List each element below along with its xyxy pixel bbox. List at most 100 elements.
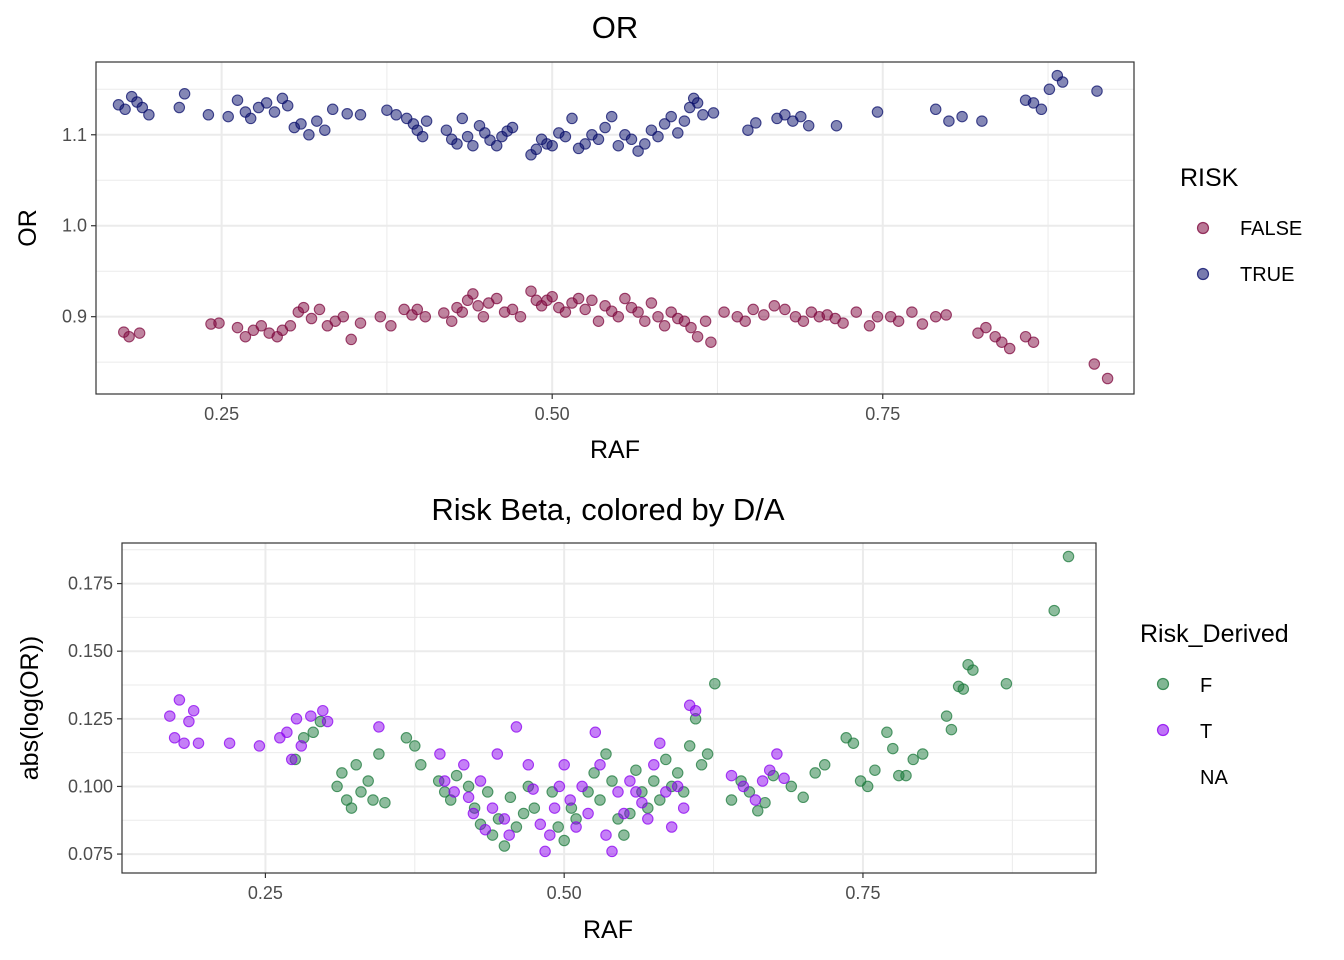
point-true — [244, 112, 257, 125]
point-t — [373, 721, 385, 733]
point-f — [861, 780, 874, 793]
legend-key-false — [1196, 221, 1210, 235]
point-true — [222, 110, 234, 123]
point-t — [630, 786, 642, 798]
point-true — [281, 99, 294, 112]
point-false — [691, 330, 704, 343]
point-true — [707, 107, 720, 119]
chart-title: OR — [592, 10, 639, 45]
point-false — [996, 336, 1008, 348]
point-false — [632, 306, 644, 318]
point-f — [869, 764, 881, 776]
point-f — [528, 802, 541, 814]
chart-title: Risk Beta, colored by D/A — [431, 492, 785, 527]
point-f — [785, 780, 798, 793]
point-false — [739, 315, 751, 327]
point-t — [192, 737, 205, 749]
point-false — [906, 306, 918, 318]
point-true — [658, 118, 671, 130]
point-true — [665, 110, 677, 123]
point-f — [331, 780, 343, 793]
point-f — [367, 794, 379, 806]
point-f — [355, 786, 367, 798]
point-t — [486, 802, 499, 814]
point-t — [576, 780, 588, 793]
point-f — [588, 767, 600, 779]
point-true — [202, 109, 215, 121]
point-false — [398, 303, 410, 316]
point-true — [178, 88, 191, 100]
y-tick-label: 0.075 — [68, 844, 113, 864]
point-true — [625, 133, 638, 146]
legend: Risk_Derived F T NA — [1140, 620, 1289, 789]
point-false — [438, 307, 450, 319]
point-true — [303, 129, 315, 141]
point-t — [660, 786, 672, 798]
point-f — [630, 764, 642, 776]
point-true — [599, 121, 611, 134]
point-true — [750, 117, 762, 129]
point-t — [522, 759, 535, 771]
point-false — [972, 327, 984, 339]
point-t — [671, 780, 684, 793]
point-false — [892, 315, 905, 327]
point-f — [373, 748, 385, 760]
point-false — [525, 285, 537, 297]
point-t — [737, 780, 750, 793]
point-false — [916, 318, 929, 330]
point-t — [183, 715, 195, 728]
point-f — [907, 753, 919, 766]
y-tick-label: 1.1 — [62, 125, 87, 145]
point-t — [305, 710, 317, 722]
y-tick-label: 0.150 — [68, 641, 113, 661]
point-true — [691, 97, 704, 109]
point-t — [474, 775, 487, 787]
point-f — [809, 767, 821, 779]
point-false — [652, 310, 664, 323]
point-false — [284, 320, 297, 332]
point-true — [559, 130, 572, 143]
point-false — [490, 292, 503, 305]
point-false — [213, 317, 225, 329]
point-true — [1027, 97, 1040, 109]
point-false — [863, 320, 876, 332]
legend-entry: F — [1156, 675, 1212, 697]
x-tick-label: 0.75 — [865, 404, 900, 424]
point-false — [546, 290, 558, 303]
point-f — [818, 759, 831, 771]
point-false — [579, 303, 591, 316]
point-true — [319, 124, 331, 136]
point-false — [758, 309, 770, 321]
point-f — [660, 753, 672, 766]
y-tick-label: 0.9 — [62, 307, 87, 327]
point-f — [887, 742, 899, 755]
point-true — [612, 139, 625, 152]
point-t — [510, 721, 523, 733]
point-t — [548, 802, 561, 814]
point-false — [1027, 336, 1040, 348]
point-t — [600, 829, 612, 841]
point-t — [479, 823, 492, 836]
point-t — [178, 737, 190, 749]
point-f — [462, 780, 475, 793]
point-f — [847, 737, 860, 749]
point-true — [1043, 83, 1056, 96]
point-false — [445, 315, 458, 327]
point-true — [605, 110, 618, 123]
point-true — [295, 118, 307, 130]
point-false — [411, 303, 424, 316]
point-f — [307, 726, 319, 739]
point-false — [619, 292, 631, 305]
point-false — [419, 310, 432, 323]
legend-key-t — [1156, 723, 1170, 737]
point-false — [718, 306, 730, 318]
point-t — [527, 783, 539, 795]
point-t — [558, 759, 570, 771]
point-false — [477, 310, 490, 323]
point-f — [504, 791, 517, 804]
point-true — [467, 139, 479, 152]
point-true — [697, 109, 709, 121]
plot-panel — [122, 543, 1096, 873]
legend-key-f — [1156, 677, 1170, 691]
point-false — [297, 301, 310, 314]
